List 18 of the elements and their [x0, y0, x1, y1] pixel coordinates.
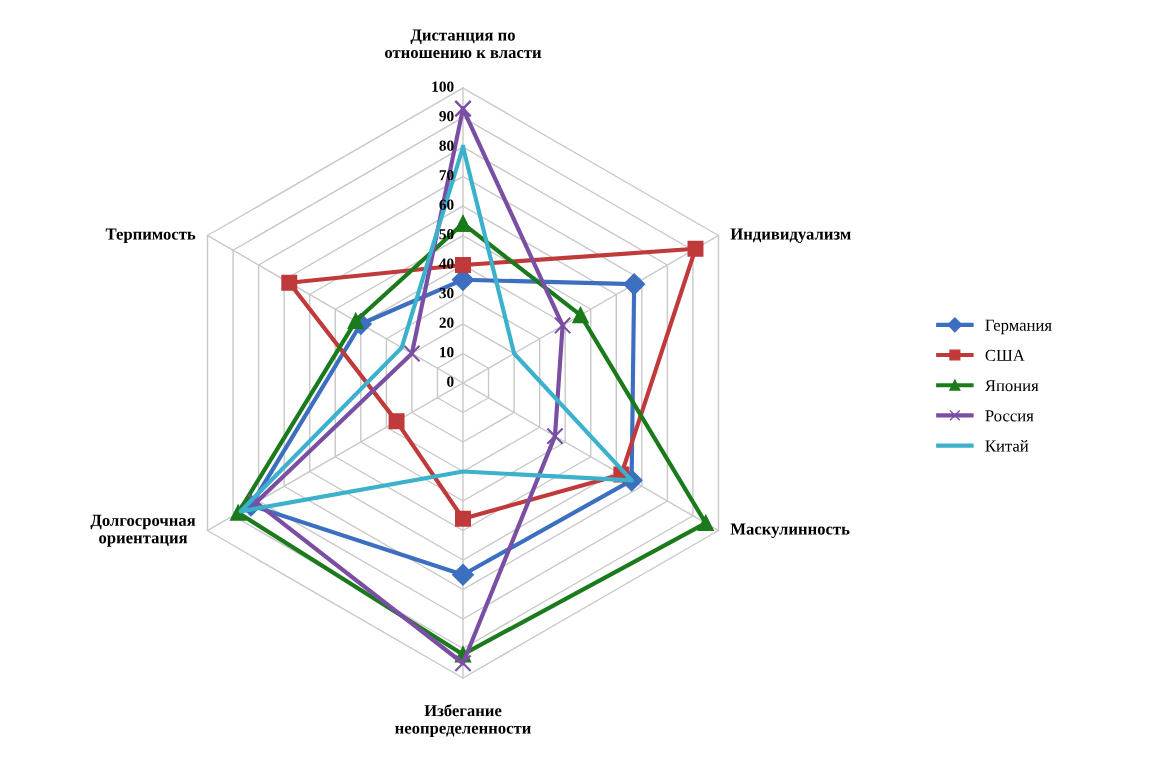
spoke-label: Индивидуализм: [730, 228, 851, 244]
spoke-label: Маскулинность: [730, 523, 850, 539]
spoke-label: Терпимость: [105, 228, 196, 244]
y-tick-label: 30: [439, 288, 454, 299]
y-tick-label: 100: [432, 81, 454, 92]
legend-label: Япония: [984, 380, 1039, 392]
spoke-label: Дистанция по отношению к власти: [385, 29, 542, 59]
legend-label: Германия: [985, 319, 1052, 335]
y-tick-label: 0: [447, 376, 454, 387]
y-tick-label: 80: [439, 140, 454, 151]
legend-label: Россия: [985, 410, 1034, 422]
legend-label: Китай: [985, 440, 1029, 452]
y-tick-label: 10: [440, 347, 454, 358]
spoke-label: Долгосрочная ориентация: [90, 514, 196, 547]
spoke-label: Избегание неопределенности: [395, 704, 531, 738]
y-tick-label: 90: [439, 111, 454, 122]
y-tick-label: 20: [439, 317, 454, 328]
legend-label: США: [985, 349, 1025, 362]
